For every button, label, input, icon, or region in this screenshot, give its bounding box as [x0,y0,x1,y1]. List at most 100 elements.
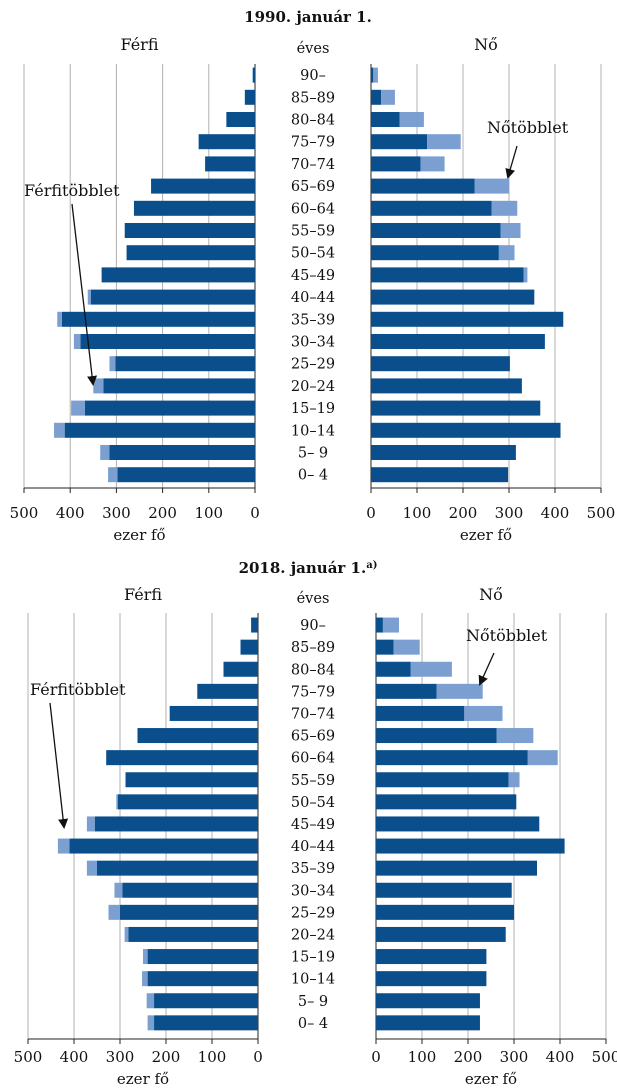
age-group-label: 75–79 [291,135,335,151]
chart-title-note: a) [366,560,377,571]
age-group-label: 50–54 [291,795,335,811]
female-surplus-arrow [505,145,518,179]
male-bar [169,705,258,721]
female-axis-unit: ezer fő [465,1070,517,1088]
male-surplus-bar [116,794,118,810]
male-tick-label: 0 [250,504,260,522]
age-group-label: 90– [300,618,326,634]
male-bar [84,400,255,416]
male-tick-label: 400 [56,504,85,522]
male-bar [125,772,259,788]
female-bar [371,334,545,349]
female-axis-unit: ezer fő [460,526,512,544]
male-surplus-bar [73,334,81,349]
male-tick-label: 0 [253,1048,263,1066]
age-group-label: 50–54 [291,246,335,262]
male-surplus-annotation: Férfitöbblet [24,181,120,200]
female-tick-label: 200 [454,1048,483,1066]
female-bar [371,422,561,438]
female-bar [371,356,510,372]
male-surplus-bar [147,1015,155,1031]
male-bar [244,89,255,105]
male-surplus-bar [100,445,110,460]
male-bar [128,926,258,942]
male-bar [120,904,258,920]
age-group-label: 70–74 [291,157,335,173]
age-group-label: 35–39 [291,861,335,877]
female-bar [371,467,509,483]
female-bar [376,860,537,876]
female-bar [376,971,487,987]
chart-title-text: 1990. január 1. [244,8,372,26]
age-group-label: 55–59 [291,224,335,240]
female-bar [376,661,411,677]
female-surplus-annotation: Nőtöbblet [487,118,569,137]
female-bar [376,772,509,788]
male-bar [124,223,255,238]
male-surplus-bar [87,289,91,305]
age-group-label: 20–24 [291,927,335,943]
female-bar [371,134,428,150]
female-bar [371,223,501,238]
female-tick-label: 500 [592,1048,617,1066]
age-group-label: 60–64 [291,201,335,217]
female-bar [376,838,565,854]
male-bar [94,816,258,832]
female-bar [371,445,516,460]
female-bar [376,949,487,965]
male-axis-unit: ezer fő [117,1070,169,1088]
female-bar [371,112,400,127]
female-surplus-bar [496,728,534,744]
female-surplus-bar [382,617,399,633]
male-surplus-bar [57,838,70,854]
male-surplus-arrow [49,702,69,829]
female-surplus-bar [527,750,558,766]
female-bar [371,245,499,261]
male-tick-label: 500 [10,504,39,522]
chart-title-text: 2018. január 1. [239,559,367,577]
age-group-label: 15–19 [291,401,335,417]
female-surplus-bar [427,134,461,150]
male-surplus-annotation: Férfitöbblet [30,680,126,699]
female-bar [376,993,480,1009]
female-bar [371,267,524,283]
male-bar [154,993,258,1009]
female-tick-label: 500 [587,504,616,522]
male-bar [106,750,258,766]
male-panel-label: Férfi [120,35,158,54]
male-surplus-bar [93,378,104,394]
age-group-label: 0– 4 [298,1016,328,1032]
male-bar [61,311,255,327]
age-group-label: 45–49 [291,817,335,833]
male-tick-label: 200 [152,1048,181,1066]
female-bar [371,178,475,194]
female-tick-label: 0 [366,504,376,522]
female-surplus-bar [436,683,483,699]
female-surplus-bar [523,267,528,283]
female-bar [376,617,383,633]
male-bar [69,838,259,854]
female-bar [371,378,522,394]
female-bar [376,816,540,832]
female-surplus-bar [464,705,503,721]
age-group-label: 45–49 [291,268,335,284]
male-bar [198,134,255,150]
male-surplus-bar [124,926,129,942]
male-tick-label: 200 [148,504,177,522]
female-tick-label: 400 [541,504,570,522]
female-surplus-bar [508,772,520,788]
female-surplus-bar [500,223,521,238]
male-bar [80,334,255,349]
male-bar [133,200,255,216]
male-surplus-bar [108,467,118,483]
male-bar [147,949,258,965]
female-tick-label: 0 [371,1048,381,1066]
male-tick-label: 100 [198,1048,227,1066]
age-header: éves [297,41,330,57]
male-bar [117,794,258,810]
female-bar [376,904,514,920]
female-bar [376,882,512,898]
pyramid-1: 2018. január 1.a) Férfi Nő éves 500 400 300 200… [14,559,617,1088]
age-group-label: 65–69 [291,729,335,745]
